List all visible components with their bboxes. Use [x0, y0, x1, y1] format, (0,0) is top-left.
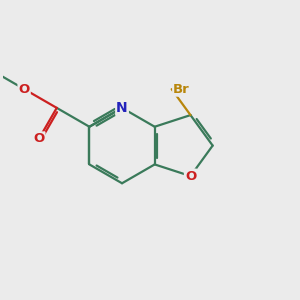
Text: Br: Br — [173, 83, 190, 96]
Text: N: N — [116, 101, 128, 115]
Text: O: O — [33, 132, 44, 146]
Text: O: O — [185, 169, 196, 183]
Text: O: O — [19, 82, 30, 95]
